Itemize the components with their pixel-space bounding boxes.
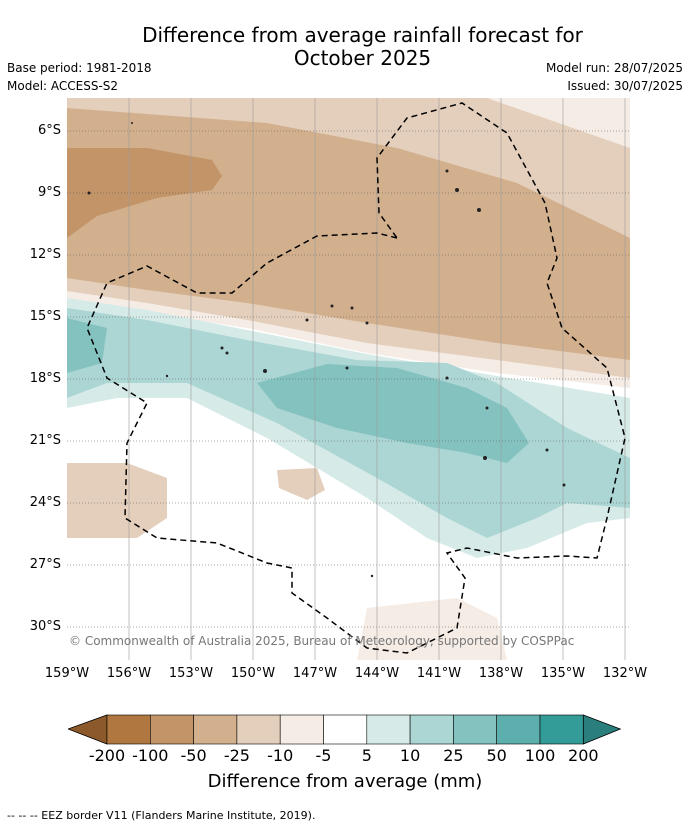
dry-zone-core [67, 148, 222, 238]
colorbar-cell [496, 714, 541, 745]
colorbar-cell [539, 714, 584, 745]
dry-patch-center [277, 468, 325, 500]
dry-patch-south [67, 463, 167, 538]
x-tick-label: 141°W [416, 666, 462, 681]
colorbar-cell [409, 714, 454, 745]
dry-patch-southeast [357, 598, 507, 660]
map-panel [67, 98, 630, 660]
colorbar-tick-label: 25 [443, 746, 464, 765]
colorbar-cell [150, 714, 194, 745]
y-tick-label: 9°S [37, 185, 61, 200]
colorbar-cell [193, 714, 238, 745]
colorbar-cell [366, 714, 411, 745]
colorbar-tick-label: 200 [568, 746, 599, 765]
x-tick-label: 144°W [354, 666, 400, 681]
colorbar-extend-max [582, 714, 622, 745]
colorbar-extend-min [68, 714, 108, 745]
colorbar [68, 714, 622, 745]
x-tick-label: 147°W [292, 666, 338, 681]
y-tick-label: 27°S [29, 557, 61, 572]
y-tick-label: 15°S [29, 309, 61, 324]
rainfall-anomaly-map [67, 98, 630, 660]
y-tick-label: 18°S [29, 371, 61, 386]
colorbar-tick-label: -200 [88, 746, 126, 765]
base-period: Base period: 1981-2018 [7, 61, 152, 75]
gridlines [67, 130, 630, 628]
x-tick-label: 138°W [478, 666, 524, 681]
y-tick-label: 30°S [29, 619, 61, 634]
x-tick-label: 153°W [168, 666, 214, 681]
colorbar-title: Difference from average (mm) [207, 771, 483, 792]
x-tick-label: 132°W [602, 666, 648, 681]
islands [87, 122, 566, 578]
colorbar-tick-label: 10 [399, 746, 421, 765]
colorbar-cell [236, 714, 281, 745]
map-title: Difference from average rainfall forecas… [0, 24, 690, 70]
colorbar-cell [106, 714, 151, 745]
colorbar-tick-label: -50 [180, 746, 207, 765]
x-tick-label: 135°W [540, 666, 586, 681]
colorbar-tick-label: -10 [267, 746, 294, 765]
wet-zone-strong [257, 364, 529, 463]
y-tick-label: 24°S [29, 495, 61, 510]
colorbar-tick-label: 5 [361, 746, 372, 765]
meta-left: Base period: 1981-2018 Model: ACCESS-S2 [7, 59, 152, 95]
eez-footnote: -- -- -- EEZ border V11 (Flanders Marine… [7, 809, 316, 822]
colorbar-cell [279, 714, 324, 745]
x-tick-label: 156°W [106, 666, 152, 681]
colorbar-cell [323, 714, 368, 745]
y-tick-label: 12°S [29, 247, 61, 262]
x-tick-label: 150°W [230, 666, 276, 681]
issued-date: Issued: 30/07/2025 [567, 79, 683, 93]
colorbar-tick-label: -25 [223, 746, 250, 765]
colorbar-tick-label: 100 [524, 746, 556, 765]
model-name: Model: ACCESS-S2 [7, 79, 119, 93]
x-tick-label: 159°W [44, 666, 90, 681]
meta-right: Model run: 28/07/2025 Issued: 30/07/2025 [546, 59, 683, 95]
colorbar-cell [453, 714, 497, 745]
colorbar-tick-label: -100 [132, 746, 169, 765]
model-run: Model run: 28/07/2025 [545, 61, 683, 75]
map-title-line1: Difference from average rainfall forecas… [142, 23, 583, 47]
map-title-line2: October 2025 [293, 46, 432, 70]
copyright-notice: © Commonwealth of Australia 2025, Bureau… [69, 634, 575, 648]
colorbar-tick-label: 50 [486, 746, 507, 765]
eez-border [86, 102, 626, 654]
y-tick-label: 21°S [29, 433, 61, 448]
meridians [128, 98, 626, 660]
wet-zone-west [67, 318, 107, 373]
y-tick-label: 6°S [37, 123, 61, 138]
colorbar-tick-label: -5 [315, 746, 332, 765]
